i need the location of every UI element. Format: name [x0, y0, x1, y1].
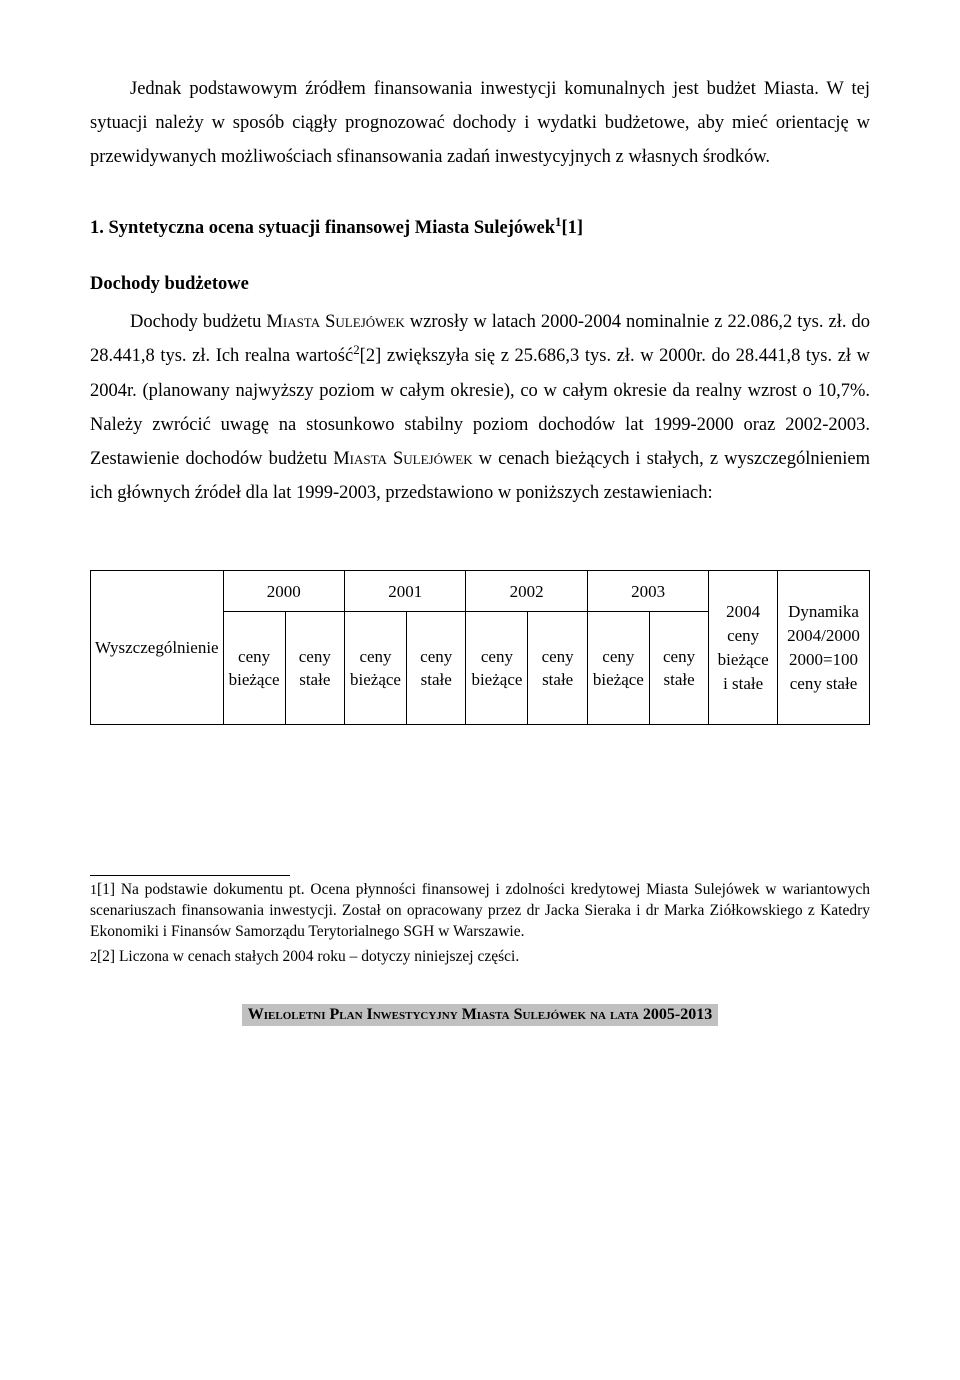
section-title-a: Syntetyczna ocena sytuacji finansowej Mi…	[104, 218, 555, 238]
th-sub: ceny stałe	[649, 612, 708, 725]
th-sub: ceny stałe	[407, 612, 466, 725]
table-row: Wyszczególnienie 2000 2001 2002 2003 200…	[91, 571, 870, 612]
p2-sc1: iasta	[283, 312, 320, 332]
footer-text: Wieloletni Plan Inwestycyjny Miasta Sule…	[242, 1004, 718, 1026]
p2-sc2: ulejówek	[335, 312, 404, 332]
th-year: 2000	[223, 571, 344, 612]
document-page: Jednak podstawowym źródłem finansowania …	[0, 0, 960, 1076]
body-paragraph: Dochody budżetu Miasta Sulejówek wzrosły…	[90, 305, 870, 510]
sub-heading: Dochody budżetowe	[90, 267, 870, 301]
section-heading: 1. Syntetyczna ocena sytuacji finansowej…	[90, 211, 870, 245]
section-title-b: [1]	[562, 218, 584, 238]
th-2004: 2004 ceny bieżące i stałe	[709, 571, 778, 725]
intro-paragraph: Jednak podstawowym źródłem finansowania …	[90, 72, 870, 175]
th-sub: ceny bieżące	[587, 612, 649, 725]
th-rowhead: Wyszczególnienie	[91, 571, 224, 725]
th-year: 2003	[587, 571, 708, 612]
footnote-2: 2[2] Liczona w cenach stałych 2004 roku …	[90, 947, 870, 968]
th-dynamics: Dynamika 2004/2000 2000=100 ceny stałe	[778, 571, 870, 725]
footnote-text: [1] Na podstawie dokumentu pt. Ocena pły…	[90, 881, 870, 940]
th-sub: ceny bieżące	[345, 612, 407, 725]
th-sub: ceny bieżące	[223, 612, 285, 725]
p2-t1: Dochody budżetu M	[130, 312, 283, 332]
th-sub: ceny bieżące	[466, 612, 528, 725]
th-sub: ceny stałe	[285, 612, 344, 725]
footnote-num: 2	[90, 950, 97, 965]
th-sub: ceny stałe	[528, 612, 587, 725]
section-number: 1.	[90, 218, 104, 238]
p2-sc4: ulejówek	[403, 449, 472, 469]
revenue-table: Wyszczególnienie 2000 2001 2002 2003 200…	[90, 570, 870, 725]
p2-t2: S	[320, 312, 335, 332]
th-year: 2001	[345, 571, 466, 612]
th-year: 2002	[466, 571, 587, 612]
footnote-text: [2] Liczona w cenach stałych 2004 roku –…	[97, 948, 519, 965]
footnote-num: 1	[90, 883, 97, 898]
p2-t5: S	[387, 449, 403, 469]
footnote-1: 1[1] Na podstawie dokumentu pt. Ocena pł…	[90, 880, 870, 943]
p2-sc3: iasta	[350, 449, 387, 469]
footer-banner: Wieloletni Plan Inwestycyjny Miasta Sule…	[90, 1004, 870, 1026]
footnote-separator	[90, 875, 290, 876]
